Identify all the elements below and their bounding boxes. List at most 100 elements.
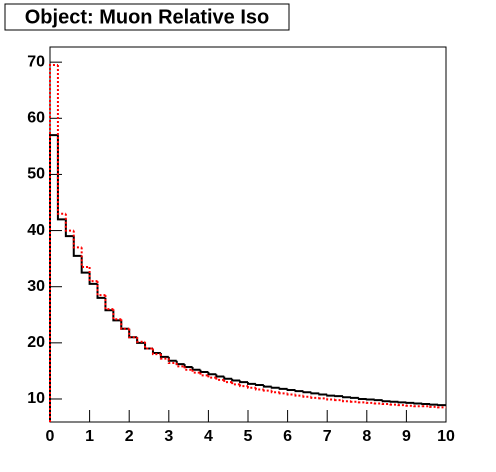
histogram-step	[80, 255, 90, 274]
histogram-step	[167, 358, 177, 365]
histogram-step	[437, 404, 446, 407]
histogram-step	[357, 401, 367, 404]
histogram-step	[405, 401, 415, 404]
chart-title: Object: Muon Relative Iso	[25, 6, 269, 28]
histogram-step	[437, 406, 446, 409]
histogram-step	[96, 283, 106, 299]
histogram-step	[254, 387, 264, 391]
histogram-step	[334, 395, 344, 398]
histogram-step	[128, 328, 138, 339]
histogram-step	[72, 230, 82, 249]
histogram-step	[151, 348, 161, 354]
histogram-step	[175, 360, 185, 366]
histogram-step	[262, 389, 272, 392]
histogram-step	[270, 386, 280, 389]
histogram-step	[239, 384, 248, 388]
histogram-step	[310, 392, 320, 395]
histogram-step	[159, 354, 169, 360]
x-tick-label: 2	[125, 428, 134, 445]
histogram-step	[231, 382, 241, 386]
x-tick-label: 5	[244, 428, 253, 445]
histogram-step	[373, 399, 383, 402]
histogram-step	[365, 398, 375, 401]
histogram-step	[247, 382, 256, 385]
y-tick-label: 40	[27, 222, 45, 239]
title-box	[4, 3, 290, 31]
histogram-step	[144, 341, 153, 350]
histogram-step	[49, 63, 58, 422]
histogram-step	[175, 363, 185, 368]
histogram-step	[326, 394, 336, 397]
histogram-step	[104, 297, 114, 312]
histogram-step	[381, 400, 391, 403]
y-tick-label: 30	[27, 278, 45, 295]
histogram-step	[215, 377, 225, 381]
histogram-step	[120, 319, 130, 330]
histogram-step	[191, 366, 201, 371]
histogram-step	[223, 379, 233, 384]
histogram-step	[112, 309, 122, 321]
histogram-step	[64, 219, 74, 238]
histogram-step	[231, 378, 241, 382]
histogram-step	[349, 400, 359, 403]
histogram-step	[120, 320, 130, 330]
histogram-step	[413, 405, 423, 408]
x-tick-label: 6	[283, 428, 292, 445]
histogram-step	[136, 337, 146, 343]
histogram-step	[413, 402, 423, 405]
y-tick-label: 20	[27, 334, 45, 351]
histogram-step	[318, 393, 328, 396]
histogram-step	[207, 372, 217, 376]
histogram-step	[278, 387, 288, 390]
histogram-step	[56, 64, 66, 215]
histogram-step	[72, 236, 82, 257]
histogram-step	[80, 247, 90, 269]
histogram-step	[159, 352, 169, 358]
histogram-step	[56, 135, 66, 221]
histogram-step	[88, 272, 98, 285]
x-tick-label: 3	[164, 428, 173, 445]
histogram-step	[349, 396, 359, 399]
histogram-step	[254, 383, 264, 386]
x-tick-label: 1	[85, 428, 94, 445]
histogram-step	[302, 391, 312, 394]
histogram-step	[104, 295, 114, 311]
x-tick-label: 10	[437, 428, 455, 445]
histogram-step	[183, 366, 193, 371]
histogram-step	[397, 404, 407, 407]
histogram-step	[270, 390, 280, 394]
histogram-step	[357, 397, 367, 400]
x-tick-label: 0	[46, 428, 55, 445]
histogram-step	[151, 348, 161, 356]
histogram-step	[64, 213, 74, 232]
histogram-step	[286, 388, 296, 392]
histogram-step	[405, 404, 415, 407]
histogram-step	[389, 403, 399, 406]
histogram-step	[310, 396, 320, 399]
histogram-step	[373, 402, 383, 405]
histogram-step	[421, 403, 431, 406]
histogram-step	[183, 364, 193, 368]
histogram-step	[381, 403, 391, 406]
histogram-step	[286, 393, 296, 396]
histogram-step	[88, 267, 98, 283]
histogram-step	[294, 390, 304, 393]
histogram-step	[215, 374, 225, 378]
histogram-step	[278, 392, 288, 395]
histogram-step	[365, 401, 375, 404]
histogram-step	[191, 369, 201, 374]
y-tick-label: 70	[27, 53, 45, 70]
y-tick-label: 60	[27, 110, 45, 127]
histogram-step	[302, 395, 312, 398]
x-tick-label: 9	[402, 428, 411, 445]
histogram-step	[318, 397, 328, 400]
histogram-step	[49, 134, 58, 422]
histogram-step	[96, 281, 106, 297]
histogram-step	[199, 369, 209, 374]
histogram-step	[247, 386, 256, 389]
histogram-step	[429, 405, 439, 408]
y-tick-label: 50	[27, 166, 45, 183]
histogram-step	[326, 398, 336, 401]
histogram-step	[223, 376, 233, 380]
